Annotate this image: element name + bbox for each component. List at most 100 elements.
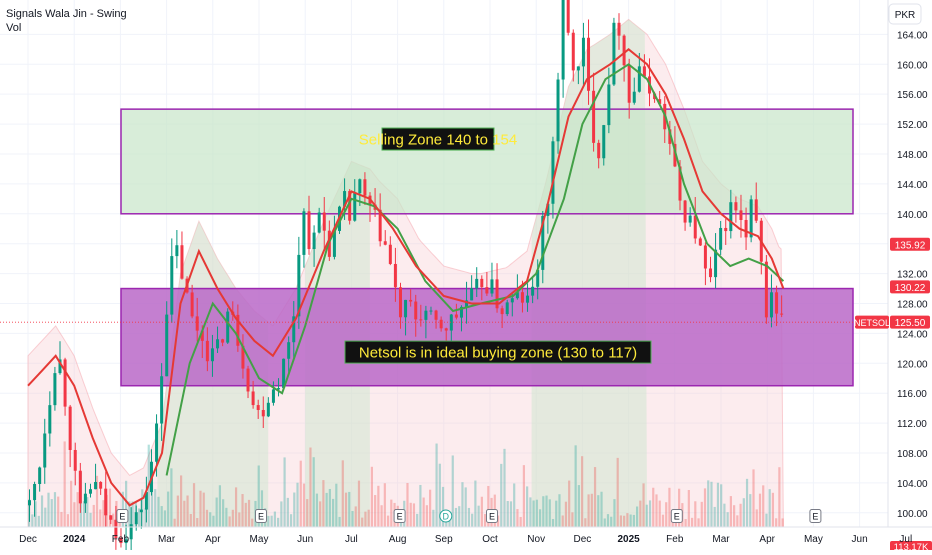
event-marker-e[interactable]: E	[116, 509, 129, 523]
candle-body	[495, 279, 499, 309]
candle-body	[33, 483, 37, 501]
volume-bar	[183, 500, 186, 527]
volume-bar	[60, 511, 63, 527]
volume-bar	[642, 483, 645, 527]
volume-bar	[383, 483, 386, 527]
volume-bar	[665, 502, 668, 527]
candle-body	[124, 539, 128, 544]
time-axis[interactable]: Dec 2024 Feb Mar Apr May Jun Jul Aug Sep Oct Nov Dec…	[0, 526, 932, 545]
candle-body	[221, 339, 225, 343]
event-marker-e[interactable]: E	[393, 509, 406, 523]
dividend-marker[interactable]	[439, 509, 453, 523]
event-marker-e[interactable]: E	[809, 509, 822, 523]
volume-bar	[86, 497, 89, 527]
candle-body	[378, 209, 382, 242]
volume-bar	[150, 481, 154, 527]
price-axis[interactable]: 100.00 104.00 108.00 112.00 116.00 120.00 124.…	[887, 0, 932, 550]
volume-bar	[50, 499, 53, 527]
volume-bar	[574, 445, 577, 527]
volume-bar	[112, 513, 115, 527]
earnings-marker[interactable]	[116, 509, 129, 523]
volume-bar	[390, 499, 393, 527]
candle-body	[632, 91, 636, 103]
earnings-marker[interactable]	[670, 509, 683, 523]
volume-bar	[351, 510, 354, 527]
volume-bar	[286, 497, 289, 527]
volume-bar	[752, 469, 755, 527]
x-tick-label: Feb	[112, 534, 130, 545]
candle-body	[714, 249, 718, 278]
x-tick-label: 2024	[63, 534, 86, 545]
volume-bar	[464, 487, 467, 527]
y-tick-label: 124.00	[897, 329, 928, 340]
candle-body	[363, 179, 367, 196]
candle-body	[322, 212, 326, 231]
volume-bar	[778, 467, 781, 527]
volume-bar	[639, 500, 642, 527]
candle-body	[180, 245, 184, 279]
candle-body	[190, 292, 194, 317]
volume-bar	[739, 503, 742, 527]
event-marker-e[interactable]: E	[255, 509, 267, 523]
volume-bar	[568, 480, 571, 527]
volume-bar	[623, 515, 626, 527]
candle-body	[216, 339, 220, 349]
earnings-marker[interactable]	[255, 509, 267, 523]
volume-bar	[684, 518, 687, 527]
selling-zone[interactable]	[120, 108, 854, 215]
volume-bar	[144, 508, 147, 527]
candle-body	[332, 230, 336, 257]
currency-selector[interactable]: PKR	[888, 3, 922, 25]
candle-body	[531, 286, 535, 296]
volume-bar	[548, 499, 551, 527]
indicator-title: Signals Wala Jin - Swing	[6, 8, 127, 20]
event-marker-e[interactable]: E	[486, 509, 498, 523]
volume-bar	[315, 493, 319, 527]
event-marker-d[interactable]: D	[439, 509, 453, 523]
zone-label-text: Netsol is in ideal buying zone (130 to 1…	[359, 345, 637, 362]
volume-bar	[768, 489, 771, 527]
volume-bar	[186, 495, 189, 527]
volume-bar	[471, 513, 474, 527]
candle-body	[383, 241, 387, 245]
candle-body	[68, 406, 72, 450]
volume-bar	[720, 484, 723, 527]
volume-bar	[205, 509, 209, 527]
volume-bar	[47, 492, 50, 527]
earnings-marker[interactable]	[486, 509, 498, 523]
volume-bar	[218, 485, 222, 527]
volume-bar	[619, 515, 623, 527]
volume-bar	[386, 515, 390, 527]
candle-body	[256, 405, 260, 410]
candle-body	[454, 314, 458, 318]
volume-bar	[461, 482, 464, 527]
candle-body	[119, 537, 123, 544]
volume-bar	[467, 507, 471, 527]
earnings-marker[interactable]	[393, 509, 406, 523]
volume-bar	[551, 518, 555, 527]
volume-bar	[432, 509, 435, 527]
volume-bar	[63, 441, 66, 527]
y-tick-label: 156.00	[897, 90, 928, 101]
volume-bar	[125, 480, 128, 527]
candle-body	[398, 287, 402, 318]
earnings-marker[interactable]	[809, 509, 822, 523]
volume-bar	[542, 496, 545, 527]
candles	[28, 0, 784, 552]
volume-bar	[429, 489, 432, 527]
event-marker-e[interactable]: E	[670, 509, 683, 523]
volume-bar	[635, 506, 639, 527]
x-tick-label: May	[804, 534, 823, 545]
candle-body	[28, 500, 31, 506]
volume-bars	[28, 441, 784, 527]
candle-body	[637, 66, 641, 92]
candle-body	[551, 141, 555, 204]
candle-body	[566, 0, 570, 33]
volume-bar	[66, 514, 70, 527]
volume-bar	[733, 505, 736, 527]
candle-body	[139, 509, 143, 513]
volume-bar	[406, 482, 409, 527]
volume-bar	[89, 512, 92, 527]
